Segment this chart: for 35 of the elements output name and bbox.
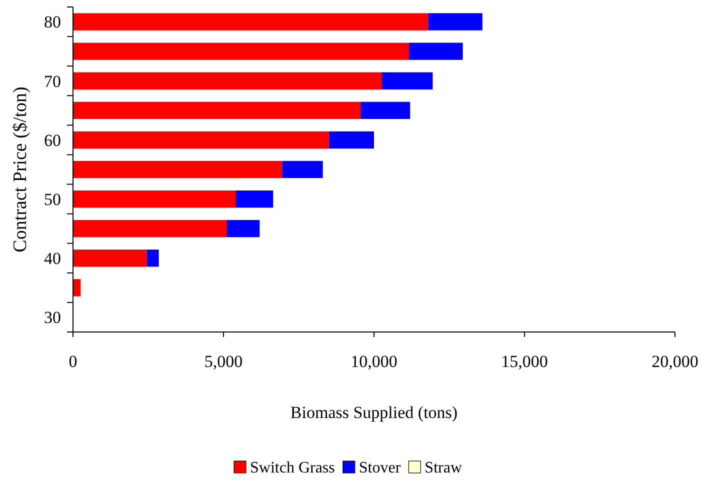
x-tick-label: 10,000 [350,352,398,372]
y-tick-label: 40 [44,249,61,268]
legend-label: Straw [424,460,462,477]
bar [408,42,463,60]
bar [226,220,260,238]
bar [73,220,227,238]
y-tick-label: 80 [44,12,61,32]
bar [73,131,329,149]
bar [382,72,433,90]
y-tick-label: 30 [44,308,61,328]
x-tick-label: 0 [68,352,78,372]
bar [360,102,410,119]
bar [73,72,382,90]
x-tick-label: 5,000 [204,352,243,372]
bar [282,160,323,178]
y-tick-label: 60 [44,130,61,150]
x-tick-label: 20,000 [652,352,698,372]
x-tick-label: 15,000 [501,352,548,372]
bar [73,13,428,30]
bar [73,190,236,208]
bar [428,13,482,30]
y-axis-title: Contract Price ($/ton) [10,86,31,252]
x-axis-title: Biomass Supplied (tons) [290,403,458,422]
bar [236,190,274,208]
bar [146,250,159,267]
bar [328,131,374,149]
y-tick-label: 50 [44,190,61,209]
bar [73,250,147,267]
y-tick-label: 70 [44,72,61,91]
bar [73,160,282,178]
legend-label: Switch Grass [250,460,335,477]
bar [73,42,409,60]
bar [73,279,81,296]
bar [73,102,360,119]
legend-label: Stover [358,460,402,477]
